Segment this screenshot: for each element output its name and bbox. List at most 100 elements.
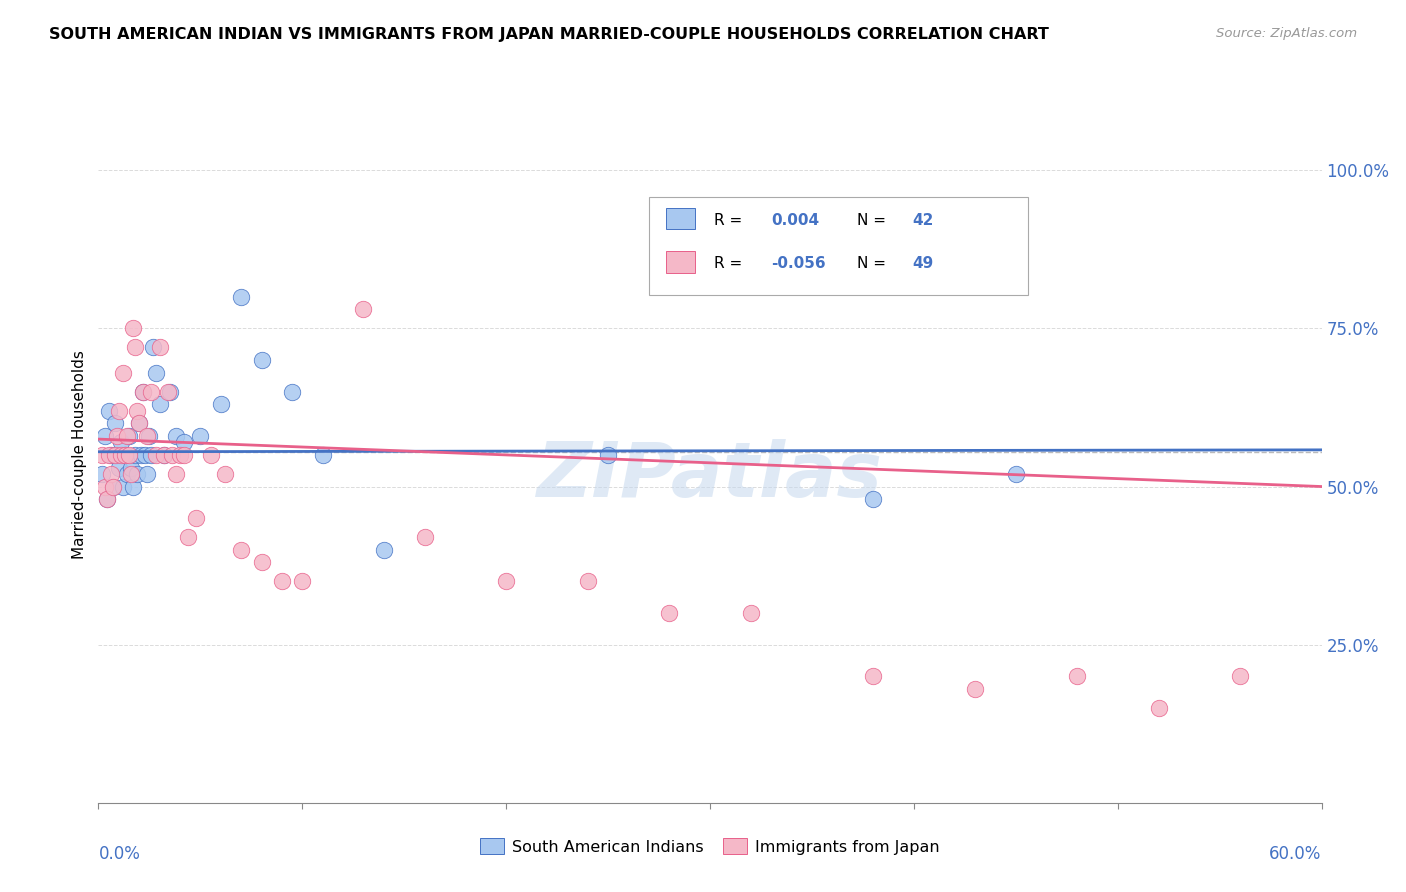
Point — [373, 542, 395, 557]
Y-axis label: Married-couple Households: Married-couple Households — [72, 351, 87, 559]
Point — [104, 417, 127, 431]
Point — [134, 448, 156, 462]
FancyBboxPatch shape — [666, 208, 696, 229]
Point — [111, 479, 134, 493]
Point — [173, 435, 195, 450]
Point — [576, 574, 599, 589]
Point — [124, 340, 146, 354]
Point — [124, 448, 146, 462]
Point — [186, 511, 208, 525]
Point — [200, 448, 222, 462]
Point — [495, 574, 517, 589]
Point — [115, 429, 138, 443]
Point — [101, 479, 124, 493]
Text: N =: N = — [856, 256, 890, 271]
Point — [312, 448, 335, 462]
Point — [862, 492, 884, 507]
Point — [111, 366, 134, 380]
Point — [105, 429, 128, 443]
Point — [114, 448, 136, 462]
Point — [152, 448, 174, 462]
Point — [96, 492, 118, 507]
Text: 60.0%: 60.0% — [1270, 845, 1322, 863]
Point — [108, 403, 131, 417]
Point — [740, 606, 762, 620]
Point — [145, 366, 167, 380]
Text: R =: R = — [714, 256, 747, 271]
Point — [250, 353, 273, 368]
Legend: South American Indians, Immigrants from Japan: South American Indians, Immigrants from … — [474, 832, 946, 861]
Point — [127, 467, 149, 481]
Point — [188, 429, 212, 443]
Point — [96, 492, 118, 507]
Point — [91, 467, 114, 481]
Point — [127, 403, 149, 417]
Point — [110, 448, 132, 462]
Point — [115, 467, 138, 481]
Point — [177, 530, 200, 544]
Point — [141, 448, 163, 462]
Point — [152, 448, 174, 462]
Point — [165, 429, 187, 443]
Point — [97, 448, 120, 462]
Point — [114, 448, 136, 462]
Point — [1229, 669, 1251, 683]
Point — [136, 429, 159, 443]
Point — [132, 384, 155, 399]
Point — [231, 542, 253, 557]
Text: SOUTH AMERICAN INDIAN VS IMMIGRANTS FROM JAPAN MARRIED-COUPLE HOUSEHOLDS CORRELA: SOUTH AMERICAN INDIAN VS IMMIGRANTS FROM… — [49, 27, 1049, 42]
Point — [132, 384, 155, 399]
Point — [91, 448, 114, 462]
Point — [165, 467, 187, 481]
Point — [1004, 467, 1026, 481]
Point — [862, 669, 884, 683]
Point — [128, 417, 150, 431]
Point — [169, 448, 191, 462]
Point — [93, 429, 115, 443]
Point — [965, 681, 987, 696]
Point — [173, 448, 195, 462]
Point — [118, 429, 141, 443]
Point — [136, 467, 159, 481]
Point — [413, 530, 436, 544]
Point — [149, 340, 172, 354]
Text: Source: ZipAtlas.com: Source: ZipAtlas.com — [1216, 27, 1357, 40]
Point — [118, 448, 141, 462]
Point — [231, 290, 253, 304]
Text: R =: R = — [714, 213, 747, 228]
Point — [141, 384, 163, 399]
Point — [97, 403, 120, 417]
Point — [138, 429, 160, 443]
Point — [214, 467, 236, 481]
Point — [160, 448, 183, 462]
Point — [93, 479, 115, 493]
Point — [120, 460, 142, 475]
Text: N =: N = — [856, 213, 890, 228]
Point — [104, 448, 127, 462]
Text: 0.004: 0.004 — [772, 213, 820, 228]
Point — [149, 397, 172, 411]
Point — [658, 606, 681, 620]
Point — [100, 448, 122, 462]
Text: 49: 49 — [912, 256, 934, 271]
Point — [122, 321, 145, 335]
Point — [108, 460, 131, 475]
Point — [281, 384, 304, 399]
Point — [250, 556, 273, 570]
Point — [270, 574, 294, 589]
Point — [110, 435, 132, 450]
Point — [352, 302, 374, 317]
Point — [120, 467, 142, 481]
Point — [145, 448, 167, 462]
Point — [129, 448, 152, 462]
Point — [1147, 701, 1170, 715]
Point — [209, 397, 232, 411]
Text: 42: 42 — [912, 213, 934, 228]
Point — [1066, 669, 1088, 683]
Point — [598, 448, 620, 462]
Point — [128, 417, 150, 431]
Point — [100, 467, 122, 481]
Point — [105, 448, 128, 462]
Point — [156, 384, 179, 399]
Point — [101, 479, 124, 493]
